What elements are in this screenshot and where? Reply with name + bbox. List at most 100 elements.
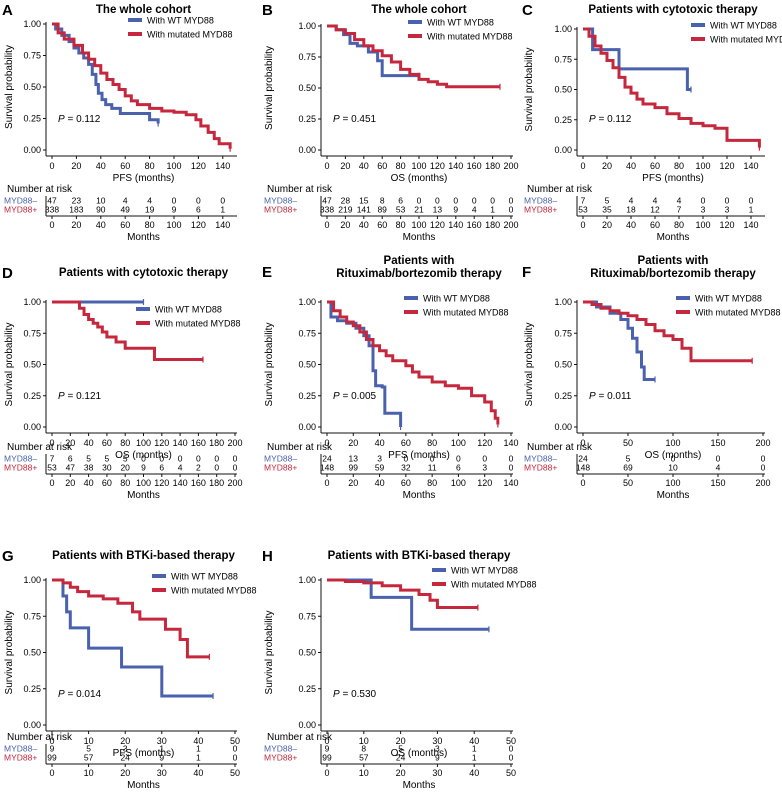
risk-row-label-wt: MYD88– [4, 744, 37, 754]
x-tick-label: 100 [166, 161, 181, 171]
risk-row-label-mut: MYD88+ [524, 205, 557, 215]
risk-count-mut: 89 [377, 205, 387, 215]
survival-curve-mut [583, 27, 761, 148]
risk-count-wt: 0 [141, 454, 146, 464]
p-value: P = 0.121 [58, 391, 102, 402]
risk-count-wt: 0 [233, 744, 238, 754]
risk-x-axis-label: Months [403, 780, 436, 791]
risk-count-mut: 0 [761, 463, 766, 473]
x-tick-label: 140 [173, 438, 188, 448]
risk-count-mut: 13 [433, 205, 443, 215]
risk-x-tick-label: 0 [49, 478, 54, 488]
x-axis-label: OS (months) [645, 450, 702, 461]
y-tick-label: 0.75 [23, 328, 41, 338]
survival-curve-mut [327, 24, 500, 89]
chart-title: Patients with BTKi-based therapy [52, 550, 235, 562]
risk-count-wt: 0 [220, 196, 225, 206]
legend-label-wt: With WT MYD88 [147, 16, 214, 26]
risk-count-mut: 9 [435, 753, 440, 763]
y-tick-label: 0.75 [23, 611, 41, 621]
risk-x-tick-label: 50 [623, 478, 633, 488]
x-tick-label: 60 [377, 161, 387, 171]
x-axis-label: OS (months) [391, 173, 448, 184]
risk-row-label-mut: MYD88+ [4, 205, 37, 215]
risk-x-tick-label: 60 [102, 478, 112, 488]
x-tick-label: 20 [348, 438, 358, 448]
x-axis-label: PFS (months) [642, 173, 704, 184]
risk-count-wt: 4 [677, 196, 682, 206]
risk-x-tick-label: 40 [193, 768, 203, 778]
y-tick-label: 1.00 [298, 21, 316, 31]
panel-letter: H [262, 548, 273, 565]
y-tick-label: 0.00 [298, 145, 316, 155]
risk-count-mut: 20 [120, 463, 130, 473]
risk-count-wt: 0 [716, 454, 721, 464]
risk-x-axis-label: Months [127, 490, 160, 501]
risk-x-tick-label: 100 [136, 478, 151, 488]
risk-x-tick-label: 120 [191, 220, 206, 230]
risk-count-mut: 24 [396, 753, 406, 763]
risk-x-tick-label: 100 [695, 220, 710, 230]
risk-count-wt: 15 [359, 196, 369, 206]
x-tick-label: 100 [451, 438, 466, 448]
risk-x-tick-label: 40 [469, 768, 479, 778]
risk-x-tick-label: 120 [719, 220, 734, 230]
risk-count-mut: 338 [45, 205, 59, 215]
risk-table-title: Number at risk [7, 184, 73, 195]
risk-x-tick-label: 0 [324, 220, 329, 230]
risk-row-label-wt: MYD88– [264, 744, 297, 754]
y-tick-label: 0.50 [554, 85, 572, 95]
risk-count-mut: 69 [623, 463, 633, 473]
risk-count-mut: 1 [220, 205, 225, 215]
p-symbol: P [58, 391, 65, 402]
legend-label-wt: With WT MYD88 [427, 18, 494, 28]
panel-letter: F [522, 264, 531, 281]
x-tick-label: 0 [324, 736, 329, 746]
risk-count-wt: 7 [50, 454, 55, 464]
chart-title: Rituximab/bortezomib therapy [590, 268, 756, 280]
x-tick-label: 40 [469, 736, 479, 746]
y-tick-label: 0.75 [23, 51, 41, 61]
y-tick-label: 0.00 [23, 422, 41, 432]
risk-x-tick-label: 80 [396, 220, 406, 230]
p-symbol: P [333, 391, 340, 402]
risk-x-tick-label: 80 [427, 478, 437, 488]
risk-count-wt: 0 [178, 454, 183, 464]
x-tick-label: 80 [674, 161, 684, 171]
legend-label-wt: With WT MYD88 [710, 21, 777, 31]
risk-x-tick-label: 100 [166, 220, 181, 230]
x-tick-label: 30 [432, 736, 442, 746]
risk-count-mut: 11 [428, 463, 437, 473]
panel-letter: A [2, 2, 13, 19]
risk-count-mut: 6 [159, 463, 164, 473]
risk-x-tick-label: 140 [173, 478, 188, 488]
legend-label-mut: With mutated MYD88 [427, 32, 513, 42]
risk-count-wt: 0 [761, 454, 766, 464]
panel-a: A The whole cohort 0.00 0.25 0.50 0.75 1.00 0 20… [2, 2, 237, 243]
y-tick-label: 1.00 [23, 19, 41, 29]
risk-count-wt: 1 [159, 744, 164, 754]
y-tick-label: 1.00 [554, 297, 572, 307]
risk-count-wt: 0 [749, 196, 754, 206]
risk-count-wt: 5 [86, 454, 91, 464]
x-tick-label: 160 [191, 438, 206, 448]
p-symbol: P [589, 114, 596, 125]
risk-count-wt: 0 [472, 196, 477, 206]
risk-count-mut: 99 [47, 753, 57, 763]
risk-count-wt: 47 [47, 196, 57, 206]
x-tick-label: 10 [359, 736, 369, 746]
risk-x-tick-label: 0 [49, 220, 54, 230]
risk-count-mut: 3 [725, 205, 730, 215]
risk-x-tick-label: 30 [157, 768, 167, 778]
risk-count-wt: 0 [435, 196, 440, 206]
risk-table-title: Number at risk [527, 442, 593, 453]
x-tick-label: 50 [230, 736, 240, 746]
x-tick-label: 150 [710, 438, 725, 448]
risk-count-wt: 10 [96, 196, 106, 206]
x-tick-label: 20 [71, 161, 81, 171]
p-value: P = 0.451 [333, 114, 377, 125]
risk-x-tick-label: 80 [145, 220, 155, 230]
x-tick-label: 0 [580, 161, 585, 171]
risk-count-mut: 10 [668, 463, 678, 473]
